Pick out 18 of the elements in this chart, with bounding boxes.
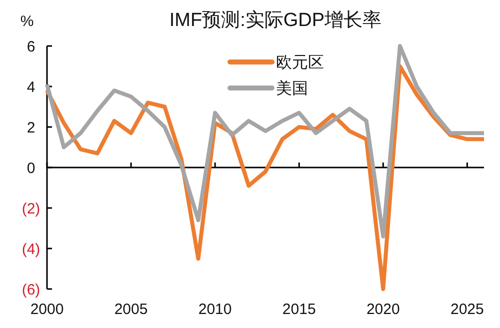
chart-title: IMF预测:实际GDP增长率: [169, 9, 382, 31]
x-tick-label: 2010: [198, 301, 232, 318]
x-tick-label: 2025: [450, 301, 484, 318]
legend-label: 欧元区: [276, 54, 324, 72]
y-tick-label: 4: [26, 78, 36, 96]
y-tick-label: (2): [22, 200, 40, 218]
line-series: [45, 44, 486, 238]
y-tick-label: 0: [26, 160, 36, 177]
x-tick-label: 2020: [366, 301, 400, 318]
y-tick-label: 2: [26, 119, 36, 136]
y-tick-label: 6: [26, 38, 36, 56]
x-tick-label: 2005: [114, 301, 148, 318]
x-tick-label: 2015: [282, 301, 316, 318]
x-tick-label: 2000: [30, 301, 64, 318]
y-axis-title: %: [20, 13, 34, 30]
y-tick-label: (6): [22, 281, 40, 298]
legend-label: 美国: [276, 80, 308, 98]
y-tick-label: (4): [22, 240, 40, 258]
